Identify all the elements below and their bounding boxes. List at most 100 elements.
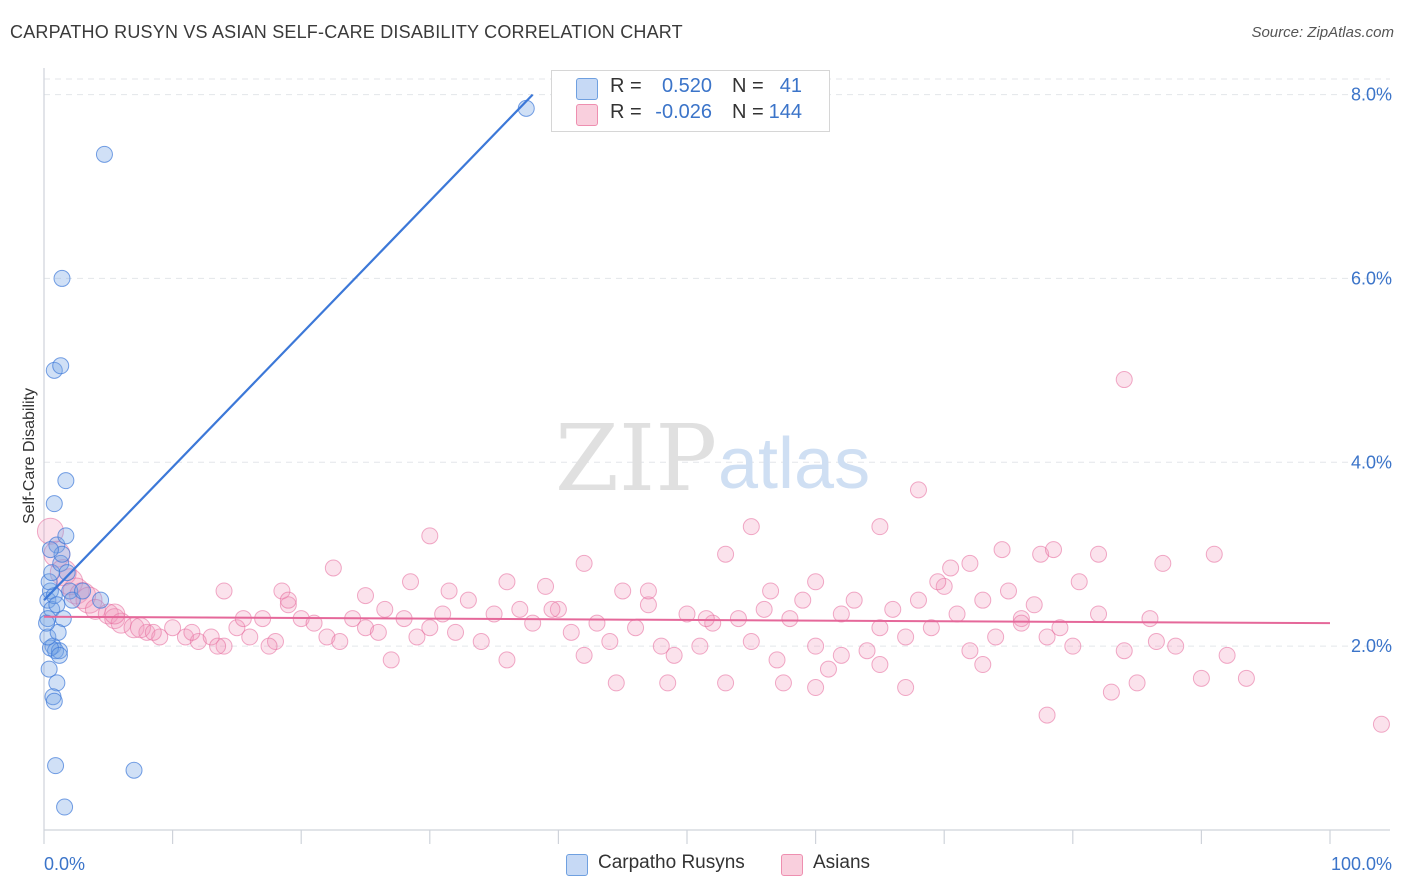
asian-point <box>189 633 207 651</box>
asian-point <box>614 582 632 600</box>
carpatho-rusyn-point <box>45 692 63 710</box>
asian-point <box>215 637 233 655</box>
asian-point <box>1205 545 1223 563</box>
asian-point <box>832 605 850 623</box>
asian-point <box>1102 683 1120 701</box>
asian-point <box>1064 637 1082 655</box>
y-axis-title: Self-Care Disability <box>21 388 38 524</box>
carpatho-rusyn-point <box>40 660 58 678</box>
asian-point <box>659 674 677 692</box>
asian-point <box>369 623 387 641</box>
asian-point <box>1090 605 1108 623</box>
legend-r-label: R = <box>610 101 642 123</box>
asian-point <box>472 633 490 651</box>
asian-point <box>588 614 606 632</box>
watermark-zip: ZIP <box>555 405 717 512</box>
asian-point <box>909 591 927 609</box>
asian-point <box>697 610 715 628</box>
asian-point <box>755 600 773 618</box>
asian-point <box>601 633 619 651</box>
asian-point <box>1070 573 1088 591</box>
asian-point <box>1167 637 1185 655</box>
asian-point <box>1154 554 1172 572</box>
asian-point <box>421 527 439 545</box>
asian-point <box>537 577 555 595</box>
asian-point <box>357 587 374 605</box>
asian-point <box>104 603 126 625</box>
axes <box>43 68 1390 831</box>
legend-n-label: N = <box>732 101 764 123</box>
asian-point <box>897 628 915 646</box>
carpatho-rusyn-point <box>58 564 76 582</box>
asian-point <box>1192 669 1210 687</box>
bottom-legend-label: Carpatho Rusyns <box>598 852 745 873</box>
asian-point <box>421 619 439 637</box>
asian-point <box>639 596 657 614</box>
asian-point <box>408 628 426 646</box>
asian-point <box>678 605 696 623</box>
asian-point <box>209 637 227 655</box>
carpatho-rusyn-point <box>41 541 59 559</box>
asian-point <box>987 628 1005 646</box>
asian-point <box>974 591 992 609</box>
carpatho-rusyn-point <box>48 596 66 614</box>
chart-title: CARPATHO RUSYN VS ASIAN SELF-CARE DISABI… <box>10 22 683 42</box>
asian-point <box>909 481 927 499</box>
asian-point <box>1115 642 1133 660</box>
asian-point <box>215 582 233 600</box>
carpatho-rusyn-point <box>74 582 92 600</box>
carpatho-rusyn-point <box>92 591 110 609</box>
legend-r-value: 0.520 <box>661 75 712 97</box>
asian-point <box>652 637 670 655</box>
bottom-legend-swatch-blue <box>566 854 588 876</box>
asian-point <box>794 591 812 609</box>
asian-point <box>357 619 374 637</box>
carpatho-rusyn-point <box>56 798 74 816</box>
carpatho-rusyn-point <box>45 495 63 513</box>
asian-point <box>144 623 162 641</box>
y-tick-label: 4.0% <box>1351 452 1392 472</box>
asian-point <box>543 600 561 618</box>
asian-point <box>447 623 465 641</box>
asian-point <box>768 651 786 669</box>
asian-point <box>1032 545 1050 563</box>
asian-point <box>807 679 825 697</box>
asian-point <box>807 573 825 591</box>
asian-point <box>440 582 458 600</box>
correlation-legend: R = 0.520 N = 41 R = -0.026 N = 144 <box>551 70 830 132</box>
watermark: ZIP atlas <box>555 405 870 512</box>
asian-point <box>807 637 825 655</box>
carpatho-rusyn-point <box>57 472 75 490</box>
watermark-atlas: atlas <box>718 424 870 504</box>
legend-n-label: N = <box>732 75 764 97</box>
asian-point <box>993 541 1011 559</box>
asian-point <box>948 605 966 623</box>
asian-point <box>376 600 394 618</box>
carpatho-rusyn-point <box>53 269 71 287</box>
asian-point <box>273 582 291 600</box>
asian-point <box>1147 633 1165 651</box>
carpatho-rusyn-point <box>38 614 56 632</box>
asian-point <box>627 619 645 637</box>
legend-n-value: 41 <box>779 75 802 97</box>
carpatho-rusyn-point <box>49 623 67 641</box>
asian-point <box>845 591 863 609</box>
asian-point <box>774 674 792 692</box>
asian-point <box>819 660 837 678</box>
carpatho-rusyn-point <box>39 628 57 646</box>
asian-point <box>164 619 182 637</box>
asian-point <box>742 633 760 651</box>
asian-point <box>318 628 336 646</box>
asian-point <box>762 582 780 600</box>
asian-point <box>717 674 735 692</box>
asian-point <box>665 646 683 664</box>
carpatho-rusyn-point <box>43 564 61 582</box>
asian-point <box>279 591 297 609</box>
asian-point <box>781 610 799 628</box>
asian-point <box>1045 541 1063 559</box>
legend-swatch-blue <box>576 78 598 100</box>
carpatho-rusyn-point <box>125 761 143 779</box>
asian-point <box>961 554 979 572</box>
x-tick-label-max: 100.0% <box>1331 854 1392 874</box>
